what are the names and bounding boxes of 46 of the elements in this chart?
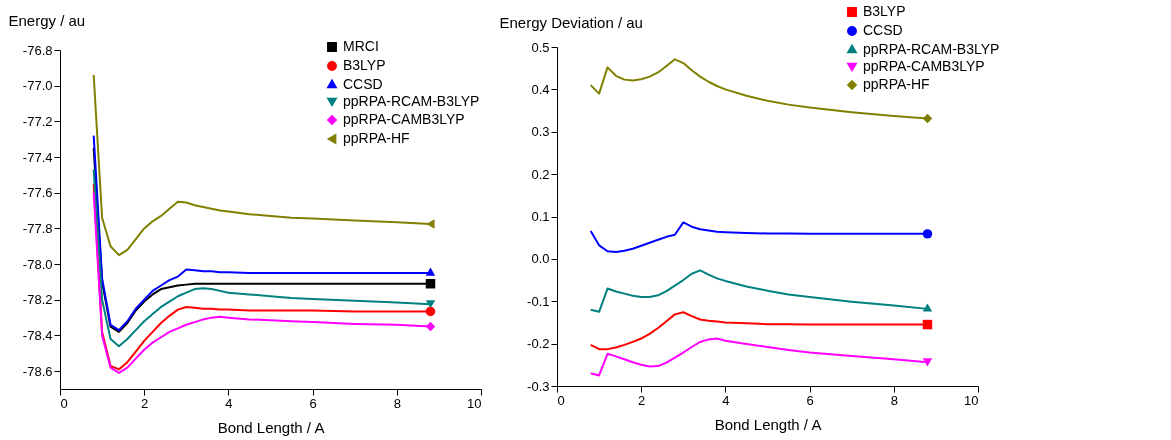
y-tick-label: 0.3: [531, 124, 550, 140]
x-tick-label: 10: [964, 392, 979, 408]
legend-label: MRCI: [343, 38, 379, 54]
y-tick-label: 0.1: [531, 209, 550, 224]
legend-label: CCSD: [863, 22, 903, 38]
legend-label: B3LYP: [343, 57, 386, 73]
y-tick-label: -0.2: [527, 336, 550, 352]
y-tick-label: 0.4: [531, 81, 550, 97]
y-axis-title: Energy Deviation / au: [499, 13, 643, 31]
y-tick-label: -76.8: [22, 42, 53, 58]
y-tick-label: -77.6: [22, 185, 53, 201]
y-tick-label: -0.3: [527, 378, 550, 394]
x-tick-label: 6: [806, 392, 814, 408]
y-tick-label: -77.8: [22, 220, 53, 236]
x-tick-label: 10: [467, 395, 482, 411]
legend-label: ppRPA-RCAM-B3LYP: [863, 41, 1000, 57]
x-axis-title: Bond Length / A: [217, 418, 325, 436]
y-tick-label: -77.4: [22, 149, 53, 165]
legend-label: ppRPA-HF: [863, 76, 930, 92]
y-tick-label: 0.0: [531, 251, 550, 267]
y-tick-label: -77.2: [22, 113, 53, 129]
x-tick-label: 2: [141, 395, 149, 411]
x-tick-label: 4: [722, 392, 730, 408]
y-tick-label: -0.1: [527, 293, 550, 309]
x-tick-label: 0: [60, 395, 68, 411]
x-axis-title: Bond Length / A: [714, 415, 822, 433]
x-tick-label: 2: [638, 392, 646, 408]
x-tick-label: 8: [890, 392, 898, 408]
y-tick-label: -78.2: [22, 292, 53, 308]
legend-label: ppRPA-RCAM-B3LYP: [343, 93, 480, 109]
x-tick-label: 4: [225, 395, 233, 411]
x-tick-label: 0: [557, 392, 565, 408]
y-tick-label: -78.4: [22, 327, 53, 343]
legend-label: ppRPA-CAMB3LYP: [863, 58, 985, 74]
legend-label: CCSD: [343, 76, 383, 92]
y-tick-label: 0.2: [531, 166, 550, 182]
legend-label: ppRPA-HF: [343, 130, 410, 146]
legend-label: ppRPA-CAMB3LYP: [343, 111, 465, 127]
y-tick-label: -77.0: [22, 78, 53, 94]
y-tick-label: -78.0: [22, 256, 53, 272]
y-axis-title: Energy / au: [8, 11, 86, 29]
y-tick-label: -78.6: [22, 363, 53, 379]
y-tick-label: 0.5: [531, 39, 550, 55]
legend-label: B3LYP: [863, 3, 906, 19]
x-tick-label: 8: [393, 395, 401, 411]
x-tick-label: 6: [309, 395, 317, 411]
